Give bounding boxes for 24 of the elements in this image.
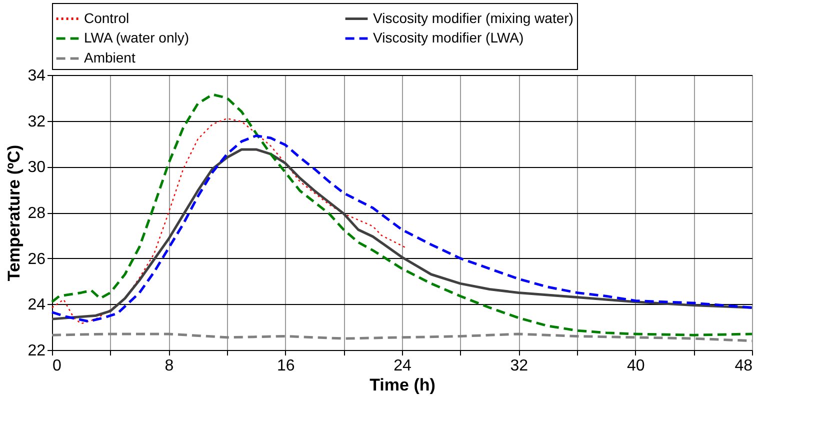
- x-tick-label: 24: [394, 358, 412, 374]
- y-axis-title: Temperature (ºC): [4, 144, 24, 282]
- x-tick-label: 32: [510, 358, 528, 374]
- x-tick-label: 40: [626, 358, 645, 374]
- y-tick-label: 30: [28, 159, 46, 176]
- x-tick-label: 48: [734, 358, 753, 374]
- legend-label: LWA (water only): [84, 30, 190, 46]
- x-tick-label: 16: [276, 358, 295, 374]
- x-tick-label: 0: [52, 358, 62, 374]
- y-tick-label: 22: [28, 342, 46, 360]
- line-series: [51, 118, 407, 324]
- y-tick-label: 32: [28, 113, 46, 130]
- legend-label: Viscosity modifier (mixing water): [373, 10, 574, 26]
- legend-label: Control: [84, 10, 130, 26]
- y-tick-label: 28: [28, 205, 46, 222]
- line-series: [50, 93, 754, 336]
- line-series: [50, 332, 754, 342]
- y-tick-label: 34: [28, 68, 46, 84]
- x-axis-title: Time (h): [370, 376, 436, 394]
- y-tick-label: 26: [28, 250, 46, 268]
- y-tick-label: 24: [28, 296, 46, 314]
- legend-label: Viscosity modifier (LWA): [373, 30, 524, 46]
- legend-label: Ambient: [84, 50, 136, 66]
- x-tick-label: 8: [164, 358, 174, 374]
